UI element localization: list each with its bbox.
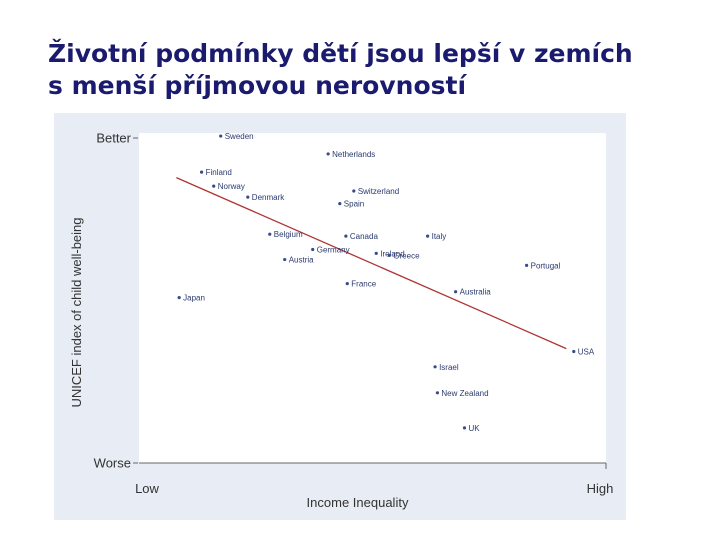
y-tick-label-worse: Worse	[94, 456, 131, 471]
slide-title-line-2: s menší příjmovou nerovností	[48, 71, 467, 100]
point-denmark	[246, 195, 250, 199]
point-label-greece: Greece	[393, 251, 420, 260]
point-label-canada: Canada	[350, 232, 379, 241]
point-norway	[212, 184, 216, 188]
slide-title-line-1: Životní podmínky dětí jsou lepší v zemíc…	[48, 39, 633, 68]
trend-line	[176, 177, 567, 350]
point-sweden	[219, 134, 223, 138]
point-ireland	[374, 251, 378, 255]
point-canada	[344, 234, 348, 238]
slide-title: Životní podmínky dětí jsou lepší v zemíc…	[48, 38, 688, 102]
point-label-new-zealand: New Zealand	[441, 389, 488, 398]
point-finland	[199, 170, 204, 174]
point-new-zealand	[435, 391, 440, 395]
point-label-ireland: Ireland	[380, 249, 404, 258]
point-label-france: France	[351, 280, 376, 289]
point-portugal	[525, 263, 529, 267]
y-tick-label-better: Better	[96, 131, 131, 146]
point-label-australia: Australia	[460, 288, 492, 297]
point-label-finland: Finland	[206, 168, 232, 177]
point-australia	[454, 290, 458, 294]
point-usa	[572, 349, 576, 354]
point-label-netherlands: Netherlands	[332, 150, 375, 159]
plot-area	[139, 133, 606, 463]
point-japan	[177, 295, 181, 300]
point-switzerland	[352, 189, 356, 193]
y-axis-title: UNICEF index of child well-being	[69, 217, 84, 407]
point-germany	[311, 247, 315, 252]
point-label-belgium: Belgium	[274, 230, 303, 239]
point-spain	[338, 202, 342, 206]
point-label-switzerland: Switzerland	[358, 187, 399, 196]
point-label-germany: Germany	[317, 245, 350, 254]
point-label-israel: Israel	[439, 363, 459, 372]
point-netherlands	[326, 152, 330, 156]
point-label-sweden: Sweden	[225, 132, 254, 141]
x-tick-label-high: High	[587, 481, 614, 496]
point-label-norway: Norway	[218, 182, 245, 191]
point-italy	[426, 234, 430, 238]
point-israel	[433, 365, 437, 369]
point-label-japan: Japan	[183, 294, 205, 303]
point-label-italy: Italy	[432, 232, 447, 241]
point-label-usa: USA	[578, 348, 595, 357]
point-austria	[283, 257, 287, 262]
point-uk	[462, 426, 467, 430]
point-label-denmark: Denmark	[252, 193, 285, 202]
point-label-portugal: Portugal	[531, 261, 561, 270]
scatter-chart: Better Worse Low High Income Inequality UNICE…	[54, 113, 626, 520]
point-label-spain: Spain	[344, 200, 364, 209]
x-tick-label-low: Low	[135, 481, 159, 496]
chart-panel: Better Worse Low High Income Inequality UNICE…	[54, 113, 626, 520]
point-label-austria: Austria	[289, 256, 314, 265]
point-france	[345, 282, 349, 286]
point-belgium	[268, 232, 272, 236]
x-axis-title: Income Inequality	[307, 495, 409, 510]
point-label-uk: UK	[468, 424, 480, 433]
point-greece	[387, 253, 391, 257]
